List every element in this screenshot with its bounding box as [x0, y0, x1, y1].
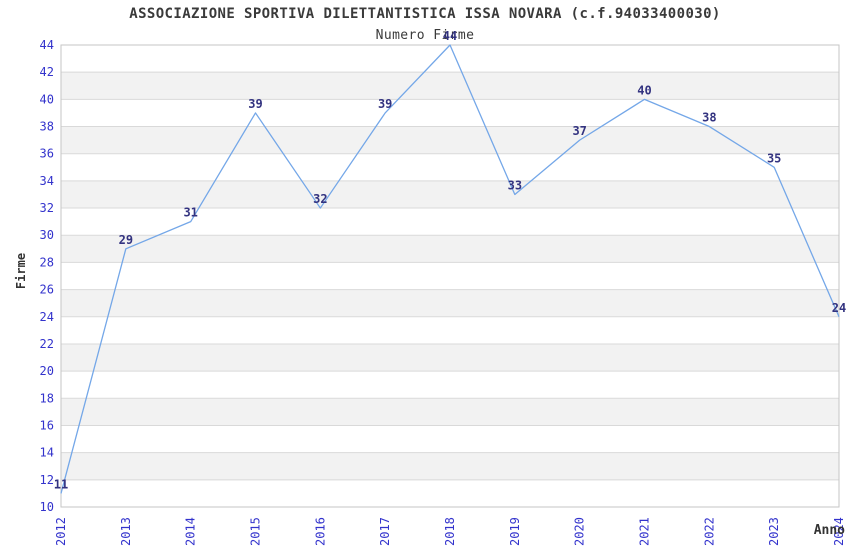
x-tick-label: 2017 [378, 517, 392, 546]
x-tick-label: 2021 [638, 517, 652, 546]
data-point-label: 39 [378, 97, 392, 111]
y-tick-label: 40 [40, 92, 54, 106]
data-point-label: 29 [119, 233, 133, 247]
y-tick-label: 20 [40, 364, 54, 378]
y-tick-label: 32 [40, 201, 54, 215]
y-tick-label: 42 [40, 65, 54, 79]
y-tick-label: 12 [40, 473, 54, 487]
data-point-label: 11 [54, 477, 68, 491]
x-tick-label: 2023 [767, 517, 781, 546]
x-tick-label: 2019 [508, 517, 522, 546]
y-tick-label: 22 [40, 337, 54, 351]
plot-border [60, 44, 840, 508]
y-tick-label: 28 [40, 255, 54, 269]
x-axis-title: Anno [813, 523, 845, 538]
y-tick-label: 26 [40, 283, 54, 297]
x-tick-label: 2012 [54, 517, 68, 546]
x-tick-label: 2020 [573, 517, 587, 546]
chart-title: ASSOCIAZIONE SPORTIVA DILETTANTISTICA IS… [129, 6, 721, 22]
data-point-label: 33 [508, 178, 522, 192]
x-tick-label: 2014 [184, 517, 198, 546]
data-point-label: 38 [702, 111, 716, 125]
y-tick-label: 24 [40, 310, 54, 324]
x-tick-label: 2024 [832, 517, 846, 546]
y-tick-label: 36 [40, 147, 54, 161]
grid-band [61, 289, 839, 317]
data-point-label: 39 [248, 97, 262, 111]
grid-band [61, 180, 839, 209]
grid-band [61, 235, 839, 263]
y-tick-label: 34 [40, 174, 54, 188]
data-point-label: 32 [313, 192, 327, 206]
grid-band [61, 126, 839, 154]
grid-band [61, 343, 839, 372]
data-series-line [60, 44, 840, 494]
y-tick-label: 10 [40, 500, 54, 514]
y-axis-title: Firme [14, 252, 28, 290]
data-point-label: 44 [443, 29, 457, 43]
data-point-label: 37 [572, 124, 586, 138]
x-tick-label: 2018 [443, 517, 457, 546]
chart-subtitle: Numero Firme [375, 28, 475, 43]
y-tick-label: 14 [40, 446, 54, 460]
x-tick-label: 2016 [313, 517, 327, 546]
y-tick-label: 18 [40, 391, 54, 405]
data-point-label: 40 [637, 83, 651, 97]
y-tick-label: 38 [40, 120, 54, 134]
data-point-label: 24 [832, 301, 846, 315]
y-tick-label: 44 [40, 38, 54, 52]
data-point-label: 35 [767, 151, 781, 165]
y-tick-label: 16 [40, 418, 54, 432]
grid-band [61, 452, 839, 480]
data-point-label: 31 [183, 206, 197, 220]
grid-band [61, 72, 839, 100]
x-tick-label: 2022 [702, 517, 716, 546]
grid-band [61, 398, 839, 426]
x-tick-label: 2013 [119, 517, 133, 546]
y-tick-label: 30 [40, 228, 54, 242]
x-tick-label: 2015 [249, 517, 263, 546]
